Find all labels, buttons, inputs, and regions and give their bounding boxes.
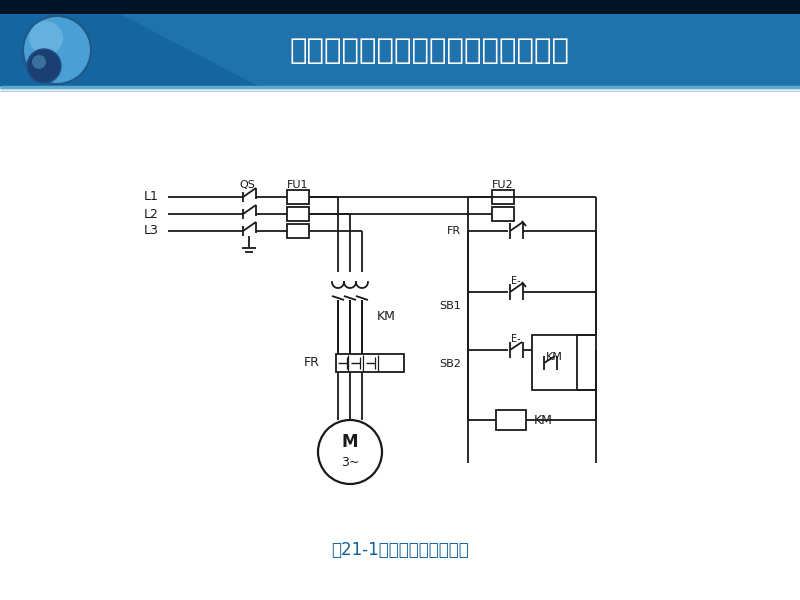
Bar [496, 410, 526, 430]
Text: FR: FR [447, 226, 461, 236]
Circle shape [27, 49, 61, 83]
Text: 三相异步电动机单方向旋转控制电路: 三相异步电动机单方向旋转控制电路 [290, 37, 570, 65]
Text: KM: KM [546, 352, 562, 362]
Text: SB2: SB2 [439, 359, 461, 369]
Text: 3~: 3~ [341, 457, 359, 469]
Circle shape [32, 55, 46, 69]
Text: SB1: SB1 [439, 301, 461, 311]
Bar [532, 335, 577, 390]
Text: 图21-1单方向长动控制电路: 图21-1单方向长动控制电路 [331, 541, 469, 559]
Bar [287, 224, 309, 238]
Bar [0, 14, 800, 87]
Text: FU2: FU2 [492, 180, 514, 190]
Circle shape [23, 16, 91, 84]
Text: KM: KM [377, 310, 396, 323]
Text: L3: L3 [144, 224, 159, 238]
Bar [492, 207, 514, 221]
Text: E-: E- [511, 276, 521, 286]
Bar [492, 190, 514, 204]
Bar [287, 207, 309, 221]
Circle shape [318, 420, 382, 484]
Text: L2: L2 [144, 208, 159, 220]
Text: E-: E- [511, 334, 521, 344]
Text: FU1: FU1 [287, 180, 309, 190]
Text: KM: KM [534, 413, 553, 427]
Bar [0, 92, 800, 600]
Text: M: M [342, 433, 358, 451]
Polygon shape [120, 14, 800, 87]
Bar [336, 354, 404, 372]
Text: FR: FR [304, 356, 320, 370]
Circle shape [29, 21, 63, 55]
Text: L1: L1 [144, 191, 159, 203]
Bar [287, 190, 309, 204]
Text: QS: QS [239, 180, 255, 190]
Bar [0, 0, 800, 14]
